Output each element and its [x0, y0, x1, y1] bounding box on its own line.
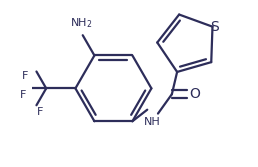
Text: F: F [22, 71, 28, 81]
Text: S: S [211, 20, 219, 34]
Text: NH$_2$: NH$_2$ [70, 17, 93, 30]
Text: F: F [20, 90, 26, 100]
Text: F: F [37, 107, 43, 117]
Text: NH: NH [144, 117, 161, 127]
Text: O: O [189, 87, 200, 101]
